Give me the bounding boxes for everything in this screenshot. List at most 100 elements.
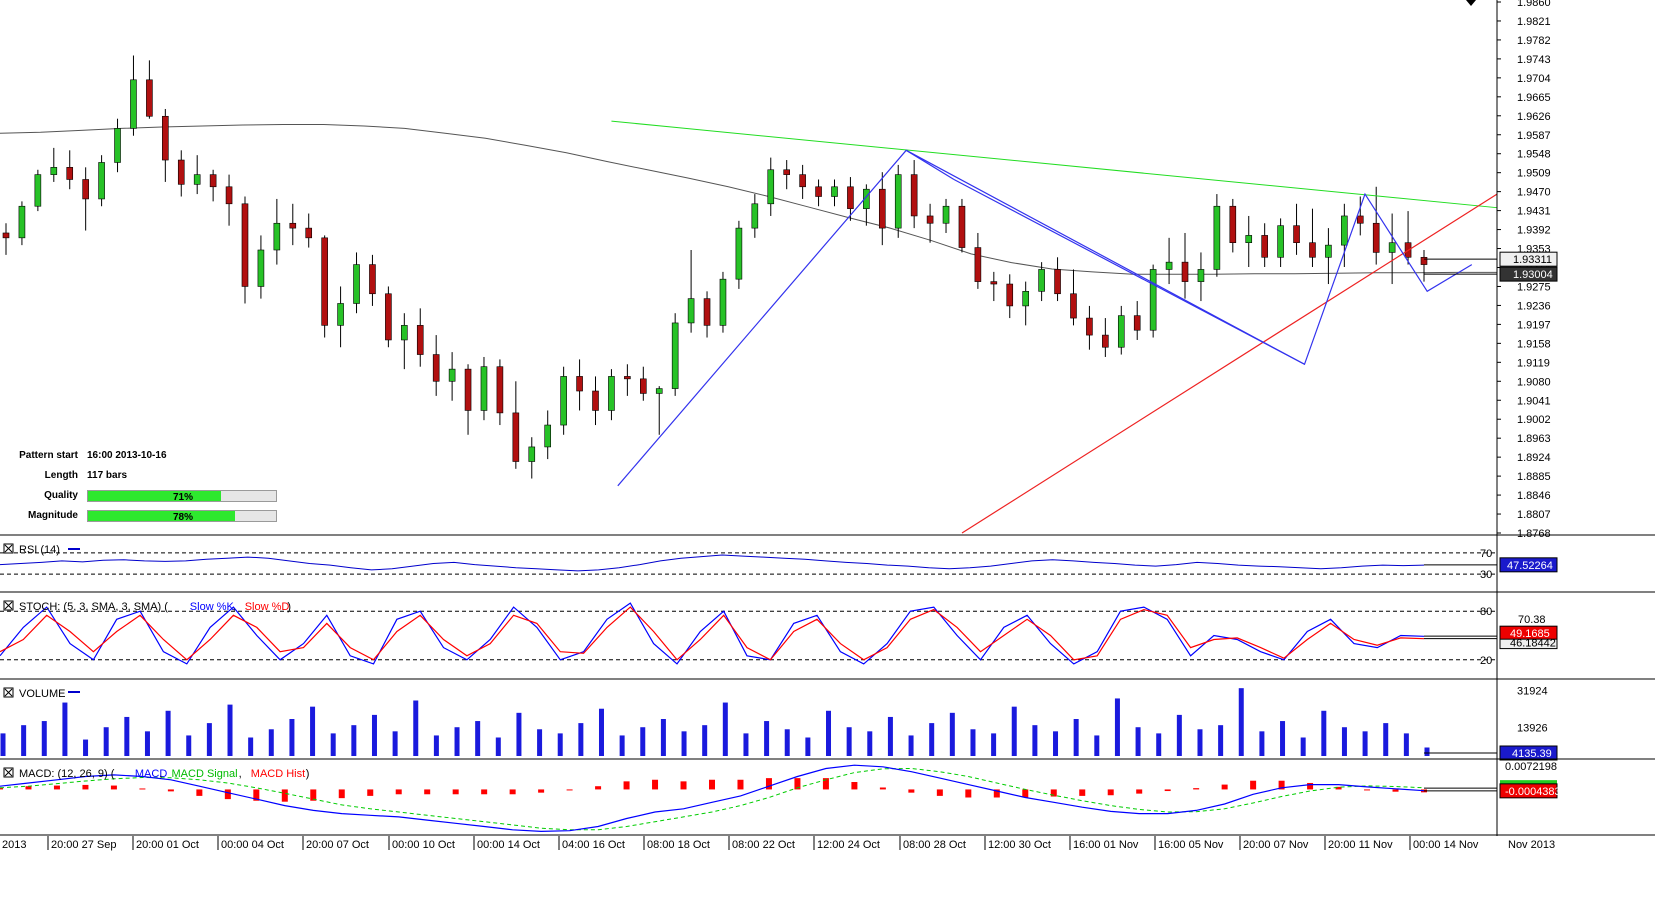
bullish-candle — [1245, 235, 1253, 244]
zigzag-pattern-line — [617, 149, 1473, 487]
bullish-candle — [337, 303, 344, 326]
price-tick-label: 1.8807 — [1517, 509, 1551, 521]
time-tick-label: 04:00 16 Oct — [562, 839, 625, 851]
price-tick-label: 1.9704 — [1517, 73, 1551, 85]
rsi-value-badge — [1499, 557, 1558, 573]
panel-frames — [0, 0, 1655, 836]
volume-bar — [991, 733, 997, 756]
macd-hist-bar — [253, 789, 260, 801]
volume-bar — [949, 712, 955, 756]
time-tick-label: 08:00 28 Oct — [903, 839, 966, 851]
macd-hist-bar — [281, 789, 288, 802]
bullish-candle — [1038, 269, 1045, 292]
volume-bar — [867, 731, 873, 756]
volume-bar — [784, 729, 790, 756]
macd-legend-macd: MACD — [135, 768, 167, 780]
stoch-d-value-label: 46.18442 — [1510, 638, 1556, 650]
macd-value-label: -0.0004383 — [1505, 786, 1561, 798]
macd-legend-sep: , — [239, 768, 242, 780]
time-tick-label: 12:00 30 Oct — [988, 839, 1051, 851]
volume-bar — [1053, 731, 1059, 756]
rsi-level-label: 30 — [1480, 569, 1492, 581]
bullish-candle — [1213, 205, 1221, 270]
bearish-candle — [910, 174, 918, 217]
volume-bar — [537, 729, 543, 756]
volume-bar — [41, 721, 47, 756]
volume-bar — [351, 725, 357, 756]
price-tick-label: 1.9197 — [1517, 319, 1551, 331]
time-tick-label: 08:00 18 Oct — [647, 839, 710, 851]
price-tick-label: 1.9587 — [1517, 130, 1551, 142]
macd-signal-line — [0, 767, 1425, 831]
macd-hist-bar — [851, 782, 858, 790]
close-icon — [4, 601, 13, 610]
price-tick-label: 1.9158 — [1517, 338, 1551, 350]
volume-bar — [929, 723, 935, 756]
bullish-candle — [1341, 215, 1348, 246]
bearish-candle — [177, 159, 185, 185]
volume-bar — [1300, 737, 1306, 756]
support-line — [961, 193, 1498, 534]
macd-hist-bar — [623, 781, 630, 790]
price-tick-label: 1.9002 — [1517, 414, 1551, 426]
bearish-candle — [82, 179, 89, 200]
bearish-candle — [1309, 242, 1316, 258]
close-icon — [4, 544, 13, 553]
volume-bar — [206, 723, 212, 756]
volume-bar — [1156, 733, 1162, 756]
bullish-candle — [735, 227, 743, 280]
bullish-candle — [671, 322, 679, 389]
macd-hist-bar — [936, 789, 943, 796]
volume-value-label: 4135.39 — [1512, 748, 1552, 760]
bullish-candle — [1117, 315, 1125, 348]
bullish-candle — [34, 174, 42, 207]
time-tick-label: 00:00 10 Oct — [392, 839, 455, 851]
volume-bar — [310, 706, 316, 756]
bullish-candle — [50, 167, 58, 175]
bullish-candle — [687, 298, 695, 324]
price-tick-label: 1.9041 — [1517, 395, 1551, 407]
bearish-candle — [1372, 222, 1380, 253]
time-tick-label: Nov 2013 — [1508, 839, 1555, 851]
bullish-candle — [448, 368, 456, 382]
volume-bar — [1176, 714, 1182, 756]
macd-hist-bar — [1278, 780, 1285, 790]
volume-value-badge — [1499, 745, 1558, 761]
bearish-candle — [1086, 317, 1093, 336]
magnitude-label: Magnitude — [28, 510, 78, 521]
rsi-panel: 70 30 47.52264 RSI (14) — [0, 543, 1558, 581]
macd-hist-bar — [310, 789, 317, 801]
bearish-candle — [847, 186, 854, 209]
collapse-triangle-icon — [1466, 0, 1476, 6]
volume-bar — [1321, 710, 1327, 756]
macd-hist-bar — [965, 789, 972, 798]
quality-label: Quality — [44, 490, 78, 501]
macd-hist-bar — [1193, 788, 1200, 790]
macd-hist-bar — [1392, 789, 1399, 792]
bullish-candle — [767, 169, 775, 205]
bearish-candle — [2, 232, 10, 239]
macd-hist-bar — [765, 778, 772, 790]
macd-panel: 0.0072198 -0.0004383 MACD: (12, 26, 9) (MA… — [0, 761, 1561, 833]
volume-bar — [743, 733, 749, 756]
stoch-legend-end: ) — [287, 601, 291, 613]
volume-bar — [826, 710, 832, 756]
bearish-candle — [1229, 205, 1237, 244]
volume-bar — [1135, 727, 1141, 756]
price-tick-label: 1.9470 — [1517, 187, 1551, 199]
price-tick-label: 1.9275 — [1517, 281, 1551, 293]
volume-panel: 31924 13926 4135.39 VOLUME — [0, 685, 1558, 761]
price-tick-label: 1.8963 — [1517, 433, 1551, 445]
bullish-candle — [257, 249, 265, 287]
bearish-candle — [225, 186, 233, 205]
price-badge-label: 1.93004 — [1513, 269, 1553, 281]
volume-bar — [268, 729, 274, 756]
volume-bar — [660, 719, 666, 756]
bullish-candle — [751, 203, 759, 229]
macd-hist-bar — [82, 784, 89, 790]
bullish-candle — [273, 222, 281, 251]
bullish-candle — [353, 264, 360, 304]
volume-bar — [144, 731, 150, 756]
macd-hist-bar — [53, 785, 60, 790]
